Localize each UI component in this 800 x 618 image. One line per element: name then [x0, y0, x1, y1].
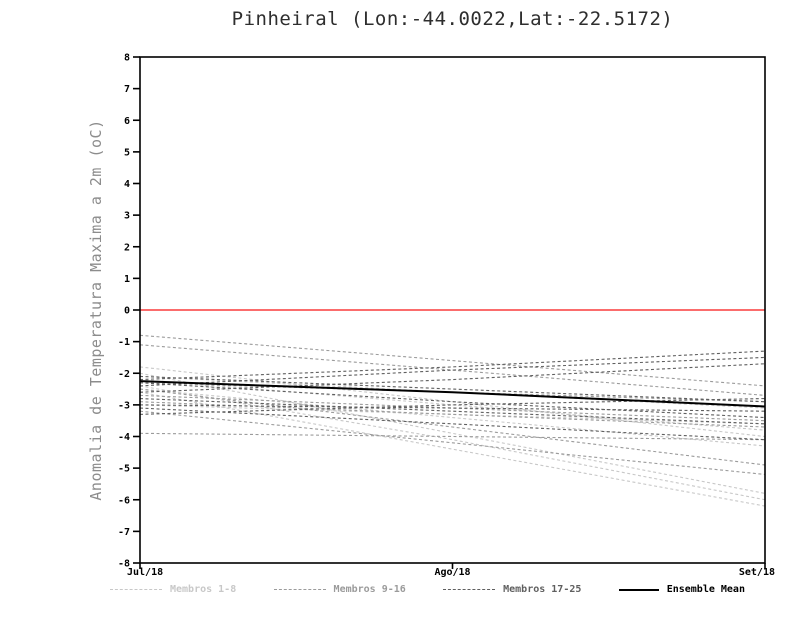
- y-tick-label: -1: [118, 337, 130, 348]
- x-tick-label: Set/18: [739, 567, 775, 578]
- y-tick-label: -2: [118, 369, 130, 380]
- ensemble-member-line: [139, 432, 766, 441]
- y-tick-label: 5: [124, 147, 130, 158]
- legend-line-sample: [443, 589, 496, 590]
- ensemble-member-line: [139, 350, 766, 381]
- ensemble-member-line: [139, 385, 766, 501]
- y-tick-label: 1: [124, 274, 130, 285]
- x-tick-label: Ago/18: [434, 567, 470, 578]
- y-tick-label: -6: [118, 495, 130, 506]
- y-tick-label: -5: [118, 464, 130, 475]
- legend-line-sample: [273, 589, 326, 590]
- ensemble-member-line: [139, 366, 766, 438]
- y-tick-label: -3: [118, 400, 130, 411]
- y-tick-label: 0: [124, 306, 130, 317]
- legend-line-sample: [110, 589, 162, 590]
- ensemble-member-line: [139, 391, 766, 507]
- y-tick-label: 8: [124, 53, 130, 64]
- y-tick-label: 7: [124, 84, 130, 95]
- ensemble-member-line: [139, 379, 766, 431]
- ensemble-mean-line: [139, 380, 766, 408]
- y-tick-label: -7: [118, 527, 130, 538]
- legend-item: Membros 9-16: [273, 584, 406, 595]
- legend-label: Ensemble Mean: [666, 584, 745, 595]
- ensemble-member-line: [139, 356, 766, 387]
- ensemble-member-line: [139, 344, 766, 396]
- y-tick-label: 3: [124, 211, 130, 222]
- y-tick-label: 6: [124, 116, 130, 127]
- y-tick-label: -8: [118, 559, 130, 570]
- ensemble-member-line: [139, 388, 766, 466]
- legend: Membros 1-8 Membros 9-16 Membros 17-25 Ense…: [0, 584, 800, 595]
- y-tick-label: 4: [124, 179, 130, 190]
- y-tick-label: -4: [118, 432, 130, 443]
- y-tick-label: 2: [124, 242, 130, 253]
- x-tick-label: Jul/18: [127, 567, 163, 578]
- legend-label: Membros 9-16: [333, 584, 406, 595]
- ensemble-member-line: [139, 334, 766, 387]
- legend-item: Ensemble Mean: [618, 584, 745, 595]
- legend-item: Membros 17-25: [443, 584, 581, 595]
- legend-item: Membros 1-8: [110, 584, 236, 595]
- chart-title: Pinheiral (Lon:-44.0022,Lat:-22.5172): [231, 8, 674, 30]
- ensemble-member-line: [139, 410, 766, 475]
- ensemble-member-line: [139, 372, 766, 494]
- ensemble-member-line: [139, 407, 766, 441]
- legend-label: Membros 17-25: [503, 584, 582, 595]
- legend-label: Membros 1-8: [170, 584, 237, 595]
- legend-line-sample: [618, 588, 659, 591]
- ensemble-member-line: [139, 388, 766, 447]
